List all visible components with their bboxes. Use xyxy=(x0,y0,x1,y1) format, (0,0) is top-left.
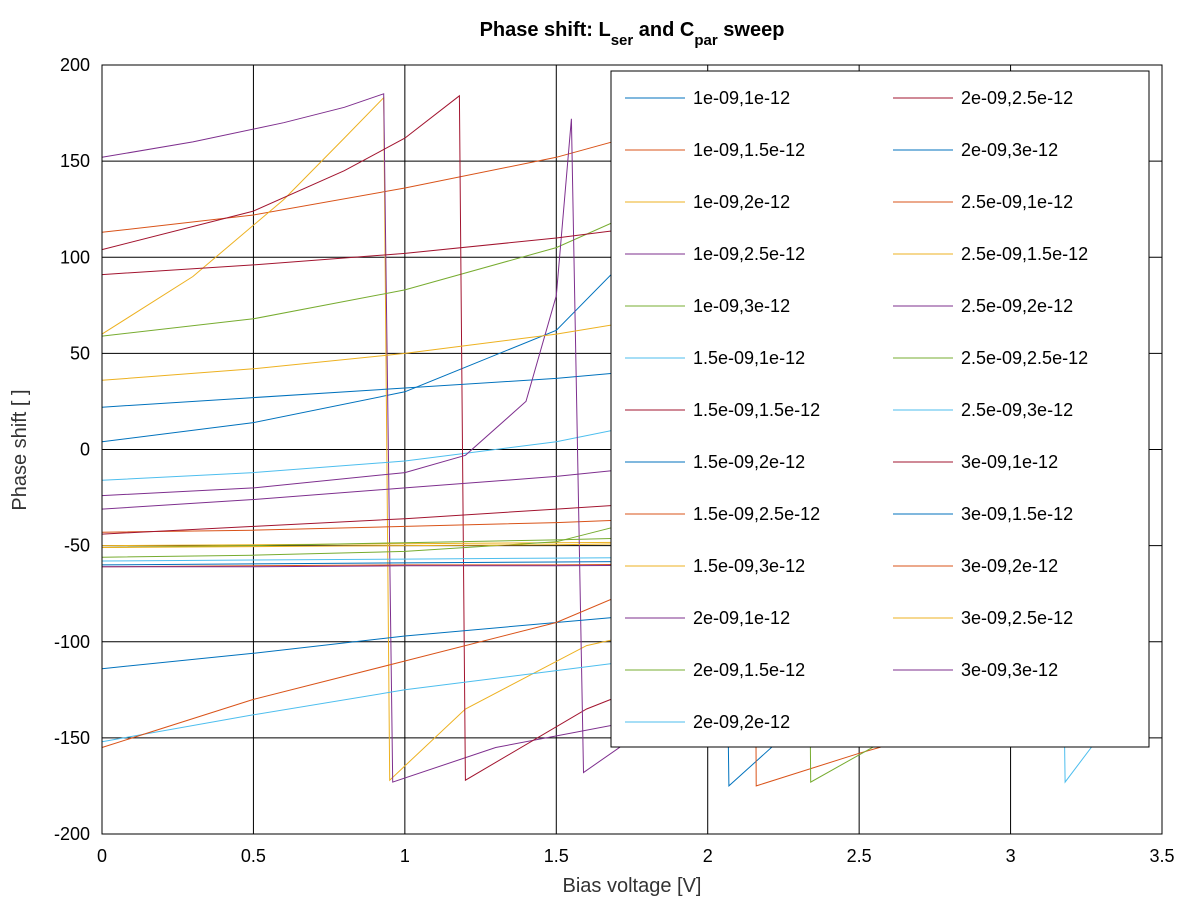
legend-item: 2.5e-09,1.5e-12 xyxy=(893,244,1088,264)
x-axis-label: Bias voltage [V] xyxy=(563,875,702,897)
legend-label: 2.5e-09,2.5e-12 xyxy=(961,348,1088,368)
title-l-sub: ser xyxy=(611,32,634,49)
legend-item: 2e-09,3e-12 xyxy=(893,140,1058,160)
x-tick-label: 2 xyxy=(703,846,713,866)
legend-label: 1e-09,3e-12 xyxy=(693,296,790,316)
legend-label: 3e-09,3e-12 xyxy=(961,660,1058,680)
legend-label: 3e-09,1.5e-12 xyxy=(961,504,1073,524)
legend-item: 2.5e-09,3e-12 xyxy=(893,400,1073,420)
title-c-symbol: C xyxy=(680,19,694,41)
y-tick-label: 200 xyxy=(60,55,90,75)
y-tick-label: -100 xyxy=(54,632,90,652)
legend-item: 2e-09,2.5e-12 xyxy=(893,88,1073,108)
legend-label: 3e-09,2e-12 xyxy=(961,556,1058,576)
legend-box xyxy=(610,70,1150,748)
legend-label: 3e-09,1e-12 xyxy=(961,452,1058,472)
y-tick-label: 50 xyxy=(70,343,90,363)
x-tick-label: 1 xyxy=(400,846,410,866)
y-tick-label: -50 xyxy=(64,536,90,556)
legend-label: 2.5e-09,2e-12 xyxy=(961,296,1073,316)
title-tail: sweep xyxy=(718,19,785,41)
legend-label: 2e-09,1.5e-12 xyxy=(693,660,805,680)
legend-item: 1e-09,1.5e-12 xyxy=(625,140,805,160)
legend-label: 1.5e-09,1.5e-12 xyxy=(693,400,820,420)
legend-label: 2.5e-09,1.5e-12 xyxy=(961,244,1088,264)
legend-label: 2e-09,3e-12 xyxy=(961,140,1058,160)
legend-item: 2.5e-09,2.5e-12 xyxy=(893,348,1088,368)
legend-label: 2e-09,2e-12 xyxy=(693,712,790,732)
x-tick-label: 2.5 xyxy=(847,846,872,866)
title-main: Phase shift: xyxy=(480,19,599,41)
plot-frame xyxy=(101,64,1163,835)
legend-label: 1e-09,2.5e-12 xyxy=(693,244,805,264)
legend-item: 3e-09,1e-12 xyxy=(893,452,1058,472)
legend-item: 1.5e-09,1e-12 xyxy=(625,348,805,368)
legend-item: 3e-09,1.5e-12 xyxy=(893,504,1073,524)
legend-item: 3e-09,3e-12 xyxy=(893,660,1058,680)
x-tick-label: 3.5 xyxy=(1149,846,1174,866)
legend-item: 1e-09,2.5e-12 xyxy=(625,244,805,264)
legend-label: 1.5e-09,3e-12 xyxy=(693,556,805,576)
legend-label: 1e-09,2e-12 xyxy=(693,192,790,212)
legend-item: 2e-09,1.5e-12 xyxy=(625,660,805,680)
legend-label: 1e-09,1e-12 xyxy=(693,88,790,108)
y-tick-label: -200 xyxy=(54,824,90,844)
y-tick-label: 150 xyxy=(60,151,90,171)
legend-item: 3e-09,2e-12 xyxy=(893,556,1058,576)
legend-item: 2.5e-09,2e-12 xyxy=(893,296,1073,316)
legend-item: 3e-09,2.5e-12 xyxy=(893,608,1073,628)
x-tick-label: 3 xyxy=(1006,846,1016,866)
x-tick-label: 0 xyxy=(97,846,107,866)
title-c-sub: par xyxy=(694,32,718,49)
legend-item: 1e-09,1e-12 xyxy=(625,88,790,108)
legend-item: 2e-09,1e-12 xyxy=(625,608,790,628)
y-tick-label: 0 xyxy=(80,440,90,460)
y-axis-label: Phase shift [ ] xyxy=(9,389,31,510)
y-tick-label: 100 xyxy=(60,247,90,267)
y-tick-label: -150 xyxy=(54,728,90,748)
legend-item: 1.5e-09,1.5e-12 xyxy=(625,400,820,420)
legend-item: 2e-09,2e-12 xyxy=(625,712,790,732)
legend-layer: 1e-09,1e-12 1e-09,1.5e-12 1e-09,2e-12 1e-09… xyxy=(610,70,1150,748)
legend-label: 2e-09,1e-12 xyxy=(693,608,790,628)
x-tick-label: 1.5 xyxy=(544,846,569,866)
legend-item: 1.5e-09,2e-12 xyxy=(625,452,805,472)
legend-item: 1e-09,3e-12 xyxy=(625,296,790,316)
legend-item: 1.5e-09,3e-12 xyxy=(625,556,805,576)
legend-label: 2.5e-09,1e-12 xyxy=(961,192,1073,212)
legend-label: 2e-09,2.5e-12 xyxy=(961,88,1073,108)
title-l-symbol: L xyxy=(599,19,611,41)
x-tick-label: 0.5 xyxy=(241,846,266,866)
legend-label: 3e-09,2.5e-12 xyxy=(961,608,1073,628)
legend-item: 1e-09,2e-12 xyxy=(625,192,790,212)
legend-label: 1.5e-09,2e-12 xyxy=(693,452,805,472)
legend-item: 1.5e-09,2.5e-12 xyxy=(625,504,820,524)
chart-title: Phase shift: Lser and Cpar sweep xyxy=(480,19,785,49)
title-joiner: and xyxy=(633,19,680,41)
legend-label: 1.5e-09,2.5e-12 xyxy=(693,504,820,524)
legend-label: 1.5e-09,1e-12 xyxy=(693,348,805,368)
legend-item: 2.5e-09,1e-12 xyxy=(893,192,1073,212)
axis-layer: 0 0.5 1 1.5 2 2.5 3 3.5 -200 -150 -100 -50 0 50 100 150… xyxy=(54,55,1175,866)
legend-label: 1e-09,1.5e-12 xyxy=(693,140,805,160)
legend-label: 2.5e-09,3e-12 xyxy=(961,400,1073,420)
